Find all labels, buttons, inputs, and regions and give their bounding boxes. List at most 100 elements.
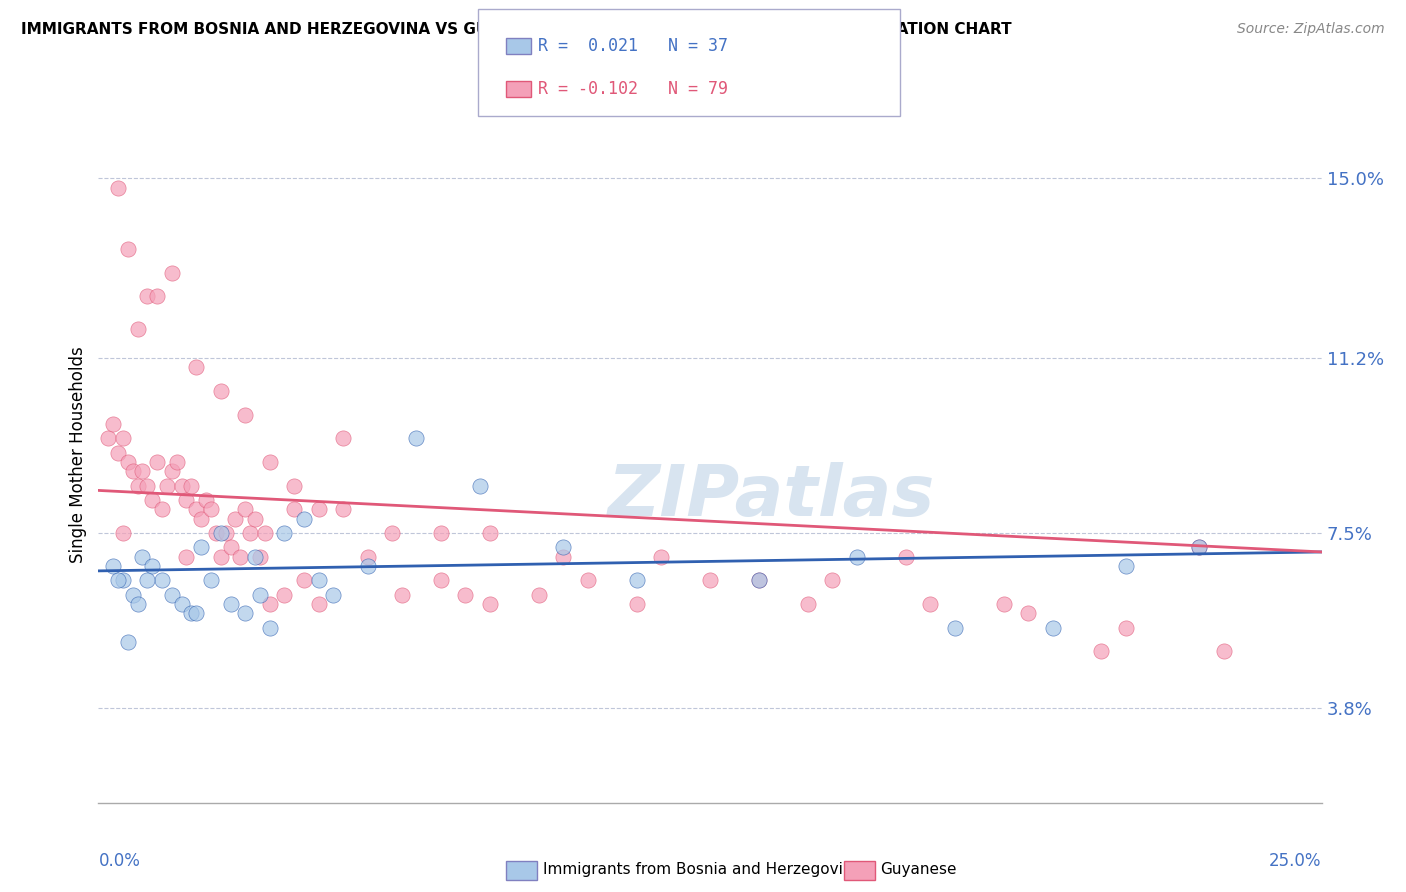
Point: [1212, 644, 1234, 658]
Point: [332, 502, 354, 516]
Point: [943, 621, 966, 635]
Point: [146, 455, 169, 469]
Point: [209, 526, 232, 541]
Point: [748, 574, 770, 588]
Point: [308, 502, 330, 516]
Point: [111, 526, 134, 541]
Point: [233, 502, 256, 516]
Text: R =  0.021   N = 37: R = 0.021 N = 37: [538, 37, 728, 55]
Point: [797, 597, 820, 611]
Point: [748, 574, 770, 588]
Point: [259, 621, 281, 635]
Point: [292, 512, 315, 526]
Point: [283, 478, 305, 492]
Point: [233, 408, 256, 422]
Point: [454, 588, 477, 602]
Point: [214, 526, 236, 541]
Point: [160, 588, 183, 602]
Point: [273, 526, 295, 541]
Point: [200, 502, 222, 516]
Point: [121, 588, 143, 602]
Point: [205, 526, 228, 541]
Point: [308, 574, 330, 588]
Point: [527, 588, 550, 602]
Point: [356, 559, 378, 574]
Point: [430, 574, 453, 588]
Point: [229, 549, 252, 564]
Point: [243, 512, 266, 526]
Point: [468, 478, 491, 492]
Point: [146, 289, 169, 303]
Point: [160, 266, 183, 280]
Point: [553, 540, 575, 554]
Point: [1188, 540, 1211, 554]
Point: [166, 455, 188, 469]
Point: [156, 478, 179, 492]
Point: [1115, 559, 1137, 574]
Point: [176, 549, 198, 564]
Point: [190, 512, 212, 526]
Point: [150, 502, 173, 516]
Text: Source: ZipAtlas.com: Source: ZipAtlas.com: [1237, 22, 1385, 37]
Point: [1115, 621, 1137, 635]
Point: [1090, 644, 1112, 658]
Point: [821, 574, 844, 588]
Point: [553, 549, 575, 564]
Point: [136, 574, 159, 588]
Point: [127, 322, 149, 336]
Point: [292, 574, 315, 588]
Point: [131, 465, 153, 479]
Point: [127, 597, 149, 611]
Point: [626, 597, 648, 611]
Point: [894, 549, 917, 564]
Point: [121, 465, 143, 479]
Point: [650, 549, 672, 564]
Point: [224, 512, 246, 526]
Point: [117, 455, 139, 469]
Text: Guyanese: Guyanese: [880, 863, 956, 877]
Point: [195, 492, 218, 507]
Point: [322, 588, 344, 602]
Point: [101, 559, 124, 574]
Point: [1042, 621, 1064, 635]
Point: [170, 597, 193, 611]
Point: [200, 574, 222, 588]
Point: [141, 559, 163, 574]
Point: [219, 540, 242, 554]
Point: [381, 526, 404, 541]
Point: [111, 574, 134, 588]
Point: [131, 549, 153, 564]
Point: [273, 588, 295, 602]
Point: [283, 502, 305, 516]
Point: [190, 540, 212, 554]
Point: [107, 445, 129, 459]
Point: [176, 492, 198, 507]
Text: 0.0%: 0.0%: [98, 852, 141, 870]
Point: [259, 597, 281, 611]
Point: [243, 549, 266, 564]
Point: [180, 607, 202, 621]
Point: [259, 455, 281, 469]
Point: [170, 478, 193, 492]
Point: [253, 526, 276, 541]
Point: [699, 574, 721, 588]
Point: [117, 635, 139, 649]
Point: [180, 478, 202, 492]
Point: [97, 431, 120, 445]
Point: [626, 574, 648, 588]
Point: [141, 492, 163, 507]
Point: [1017, 607, 1039, 621]
Point: [219, 597, 242, 611]
Point: [430, 526, 453, 541]
Text: Immigrants from Bosnia and Herzegovina: Immigrants from Bosnia and Herzegovina: [543, 863, 862, 877]
Point: [150, 574, 173, 588]
Point: [107, 574, 129, 588]
Point: [186, 360, 208, 375]
Point: [1188, 540, 1211, 554]
Point: [249, 549, 271, 564]
Point: [209, 549, 232, 564]
Text: R = -0.102   N = 79: R = -0.102 N = 79: [538, 80, 728, 98]
Point: [993, 597, 1015, 611]
Point: [101, 417, 124, 432]
Y-axis label: Single Mother Households: Single Mother Households: [69, 347, 87, 563]
